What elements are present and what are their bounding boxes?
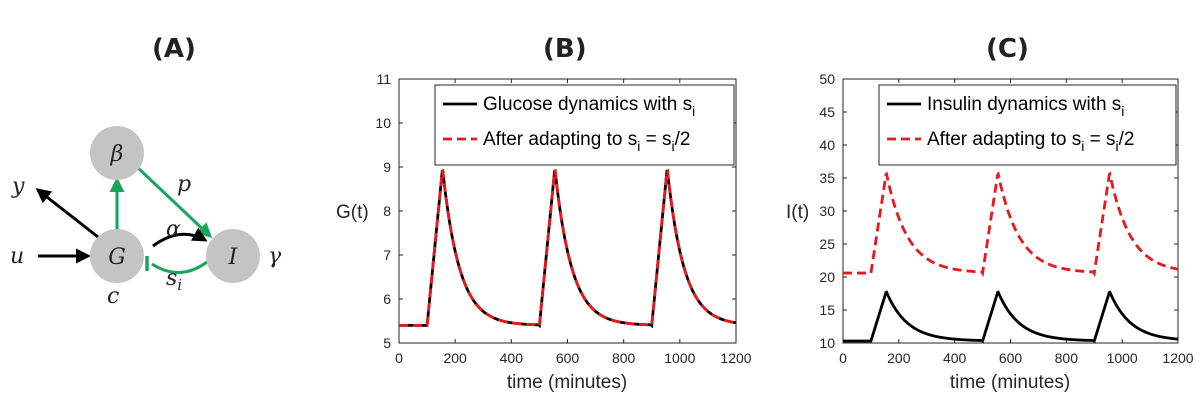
y-axis-label: G(t) [336,202,369,223]
x-ticks: 0 200 400 600 800 1000 1200 [839,79,1194,366]
legend: Insulin dynamics with si After adapting t… [878,84,1177,166]
label-alpha: α [166,217,181,242]
x-tick-label: 0 [395,350,403,366]
label-c: c [107,284,119,309]
legend-box [878,84,1177,166]
x-tick-label: 400 [500,350,524,366]
y-tick-label: 35 [819,170,835,186]
y-tick-label: 8 [383,203,391,219]
node-g-label: G [108,245,126,270]
x-tick-label: 600 [556,350,580,366]
series-group [843,171,1179,344]
edge-g-to-i-alpha [152,227,208,248]
label-s: si [166,266,182,294]
x-tick-label: 800 [612,350,636,366]
x-tick-label: 1200 [720,350,751,366]
panel-label-a: (A) [152,34,196,64]
series-line-1 [843,171,1179,278]
y-tick-label: 50 [819,71,835,87]
label-s-subscript: i [177,276,182,294]
series-line-0 [843,290,1179,344]
y-ticks: 5 6 7 8 9 10 11 [375,71,736,351]
y-tick-label: 45 [819,104,835,120]
label-y: y [11,174,25,199]
x-tick-label: 600 [999,350,1023,366]
x-tick-label: 1000 [1107,350,1138,366]
legend-label-1: After adapting to si = si/2 [927,129,1134,154]
panel-label-b: (B) [543,34,587,64]
x-tick-label: 0 [839,350,847,366]
y-tick-label: 7 [383,247,391,263]
x-axis-label: time (minutes) [950,372,1070,393]
y-ticks: 10 15 20 25 30 35 40 45 50 [819,71,1178,351]
edge-g-to-y [35,188,99,239]
x-tick-label: 1000 [664,350,695,366]
node-g [90,229,144,283]
y-tick-label: 5 [383,335,391,351]
x-ticks: 0 200 400 600 800 1000 1200 [395,79,752,366]
series-line-0 [399,168,737,329]
legend-box [434,84,735,166]
label-gamma: γ [268,244,282,269]
y-axis-label: I(t) [786,202,809,223]
label-u: u [10,244,24,269]
x-tick-label: 800 [1055,350,1079,366]
panel-label-c: (C) [986,34,1029,64]
y-tick-label: 40 [819,137,835,153]
y-tick-label: 11 [376,71,391,87]
y-tick-label: 20 [819,269,835,285]
y-tick-label: 10 [375,115,391,131]
y-tick-label: 10 [819,335,835,351]
label-p: p [177,172,191,197]
x-tick-label: 200 [887,350,911,366]
edge-beta-to-i [134,164,213,239]
edge-i-inhibits-g [151,260,208,274]
node-beta-label: β [110,142,124,167]
node-i-label: I [228,245,239,270]
y-tick-label: 9 [383,159,391,175]
legend: Glucose dynamics with si After adapting t… [434,84,735,166]
node-beta [90,126,144,180]
glucose-chart: 5 6 7 8 9 10 11 0 200 400 600 800 1000 1200 Glucose … [336,71,752,393]
series-group [399,168,737,329]
legend-label-0: Glucose dynamics with si [483,94,695,119]
x-tick-label: 400 [943,350,967,366]
insulin-chart: 10 15 20 25 30 35 40 45 50 0 200 400 600 800 1000 1200… [786,71,1194,393]
x-tick-label: 200 [443,350,467,366]
legend-label-0: Insulin dynamics with si [927,94,1124,119]
x-axis-label: time (minutes) [507,372,627,393]
node-i [206,229,260,283]
legend-label-1: After adapting to si = si/2 [483,129,690,154]
y-tick-label: 15 [819,302,835,318]
y-tick-label: 30 [819,203,835,219]
y-tick-label: 6 [383,291,391,307]
network-diagram: β G I y u p α si γ c [10,126,282,309]
x-tick-label: 1200 [1162,350,1193,366]
y-tick-label: 25 [819,236,835,252]
